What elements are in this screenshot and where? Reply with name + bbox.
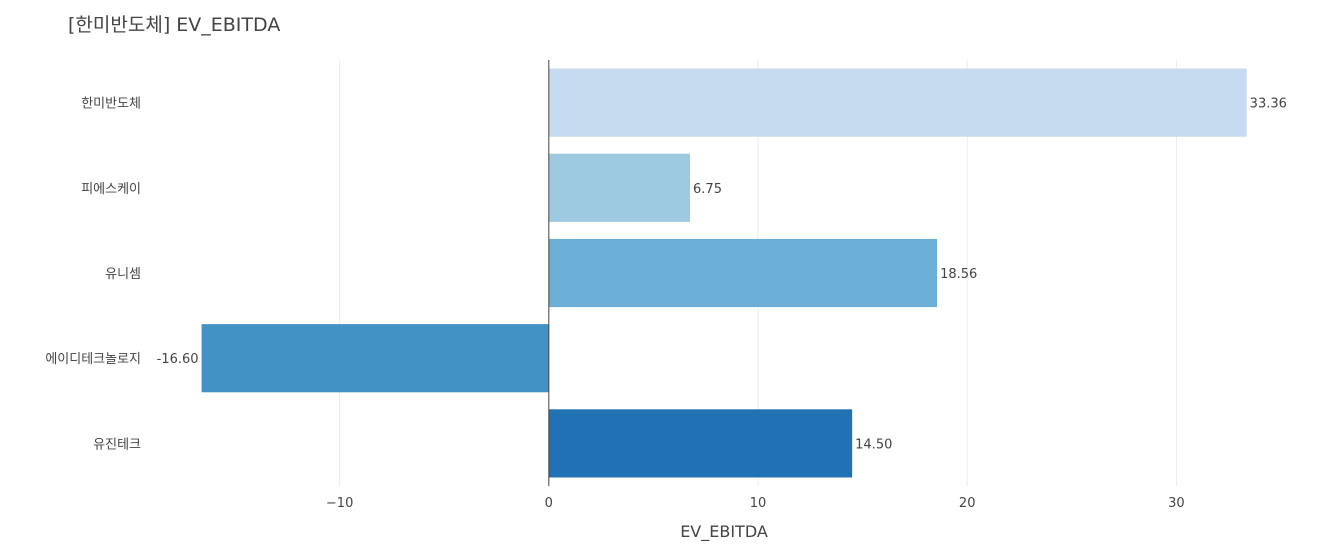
labels: −10 0 10 20 30 한미반도체 33.36 피에스케이 6.75 유니셈 18.56 에이디… xyxy=(45,97,1287,511)
data-label: 18.56 xyxy=(940,267,977,282)
x-tick-label: −10 xyxy=(326,496,353,511)
bar xyxy=(548,238,938,308)
bar xyxy=(548,153,691,222)
x-tick-label: 30 xyxy=(1168,496,1185,511)
bar xyxy=(548,409,853,478)
x-tick-label: 0 xyxy=(545,496,553,511)
category-label: 피에스케이 xyxy=(81,182,141,197)
x-tick-label: 20 xyxy=(959,496,976,511)
chart-title: [한미반도체] EV_EBITDA xyxy=(68,14,281,36)
x-axis-title: EV_EBITDA xyxy=(680,522,768,542)
category-label: 유니셈 xyxy=(105,267,141,282)
x-tick-label: 10 xyxy=(750,496,767,511)
category-label: 한미반도체 xyxy=(81,97,141,112)
data-label: 6.75 xyxy=(693,182,722,197)
category-label: 에이디테크놀로지 xyxy=(45,352,141,367)
bar xyxy=(548,68,1247,137)
category-label: 유진테크 xyxy=(93,437,141,452)
data-label: -16.60 xyxy=(157,352,199,367)
data-label: 14.50 xyxy=(855,437,892,452)
bar xyxy=(201,324,549,393)
bars xyxy=(201,68,1247,478)
data-label: 33.36 xyxy=(1250,97,1287,112)
